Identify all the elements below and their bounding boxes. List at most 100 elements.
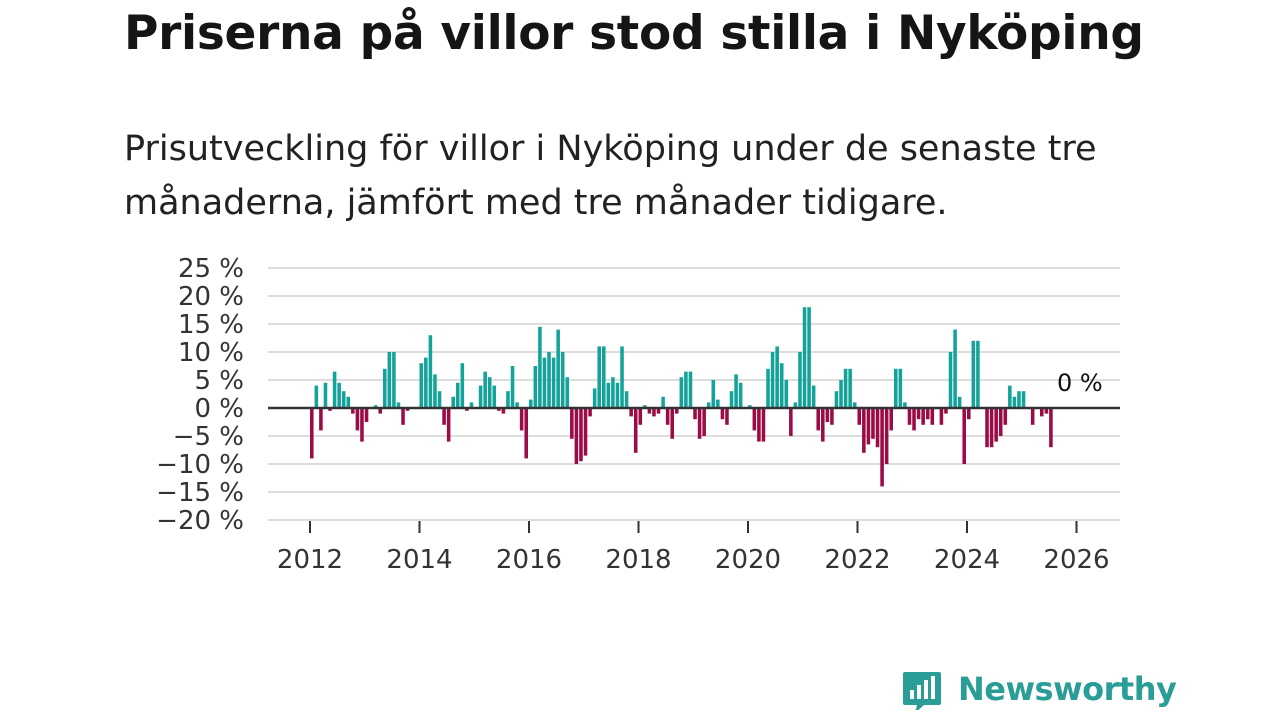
bar <box>606 382 611 408</box>
bar <box>383 368 387 408</box>
bar <box>793 402 798 408</box>
bar <box>985 408 989 448</box>
bar <box>497 408 501 411</box>
bar <box>862 408 866 453</box>
bar <box>510 366 515 408</box>
bar <box>779 363 784 408</box>
bar <box>807 307 811 408</box>
bar <box>419 363 424 408</box>
bar <box>716 399 720 408</box>
bar <box>711 380 716 408</box>
bar <box>364 408 369 422</box>
bar <box>729 391 734 408</box>
bar <box>684 371 688 408</box>
y-tick-label: 0 % <box>194 394 244 424</box>
bar-chart: 25 %20 %15 %10 %5 %0 %−5 %−10 %−15 %−20 … <box>156 254 1120 575</box>
bar <box>930 408 935 425</box>
bar <box>825 408 830 422</box>
bar <box>770 352 775 408</box>
bar <box>738 382 743 408</box>
bar <box>442 408 446 425</box>
bar <box>880 408 884 487</box>
bar <box>866 408 871 445</box>
bar <box>889 408 893 431</box>
bar <box>424 357 428 408</box>
bar <box>483 371 487 408</box>
bar <box>1049 408 1053 448</box>
bar <box>501 408 506 414</box>
bar <box>821 408 825 442</box>
bar <box>592 388 597 408</box>
bar <box>373 405 378 408</box>
y-tick-label: 10 % <box>178 338 244 368</box>
bar <box>611 377 615 408</box>
bar <box>574 408 579 464</box>
axis-layer: 25 %20 %15 %10 %5 %0 %−5 %−10 %−15 %−20 … <box>156 254 1120 575</box>
bar <box>396 402 401 408</box>
bar <box>1012 396 1017 408</box>
bar <box>830 408 834 425</box>
bar <box>921 408 925 425</box>
bar <box>643 405 647 408</box>
chart-subtitle: Prisutveckling för villor i Nyköping und… <box>124 129 1097 223</box>
bar <box>351 408 355 414</box>
x-tick-label: 2022 <box>824 545 890 575</box>
bar <box>547 352 551 408</box>
bar <box>665 408 670 425</box>
bar <box>556 329 560 408</box>
bar <box>492 385 497 408</box>
bar <box>734 374 738 408</box>
bar <box>757 408 761 442</box>
y-tick-label: 25 % <box>178 254 244 284</box>
bar <box>638 408 643 425</box>
bar <box>1003 408 1008 425</box>
y-tick-label: −15 % <box>156 478 244 508</box>
bar <box>428 335 433 408</box>
bar <box>1017 391 1021 408</box>
bar <box>839 380 843 408</box>
bar <box>615 382 620 408</box>
bar <box>852 402 857 408</box>
x-tick-label: 2014 <box>386 545 452 575</box>
x-tick-label: 2016 <box>496 545 562 575</box>
bar <box>1008 385 1012 408</box>
bar <box>675 408 679 414</box>
bar <box>1030 408 1035 425</box>
bar <box>652 408 656 417</box>
bar <box>341 391 346 408</box>
bar <box>894 368 898 408</box>
x-tick-label: 2026 <box>1043 545 1109 575</box>
x-tick-label: 2018 <box>605 545 671 575</box>
bar <box>355 408 360 431</box>
bar <box>766 368 770 408</box>
bar <box>378 408 382 414</box>
bar <box>314 385 319 408</box>
bar <box>633 408 638 453</box>
bar <box>679 377 684 408</box>
bar <box>857 408 862 425</box>
bar <box>784 380 789 408</box>
bar <box>884 408 889 464</box>
bar <box>725 408 729 425</box>
bar <box>588 408 592 417</box>
bar <box>670 408 674 439</box>
bar <box>401 408 405 425</box>
bar <box>328 408 332 411</box>
x-tick-label: 2020 <box>715 545 781 575</box>
bar <box>583 408 588 456</box>
y-tick-label: −10 % <box>156 450 244 480</box>
bar <box>903 402 907 408</box>
bar <box>998 408 1003 436</box>
bar <box>843 368 848 408</box>
bar <box>478 385 483 408</box>
bar <box>515 402 519 408</box>
bar <box>469 402 474 408</box>
x-tick-label: 2024 <box>934 545 1000 575</box>
bar <box>816 408 820 431</box>
bar <box>538 326 542 408</box>
bar <box>1044 408 1049 414</box>
bar <box>962 408 966 464</box>
bar <box>802 307 807 408</box>
bar <box>446 408 451 442</box>
bar <box>871 408 875 439</box>
